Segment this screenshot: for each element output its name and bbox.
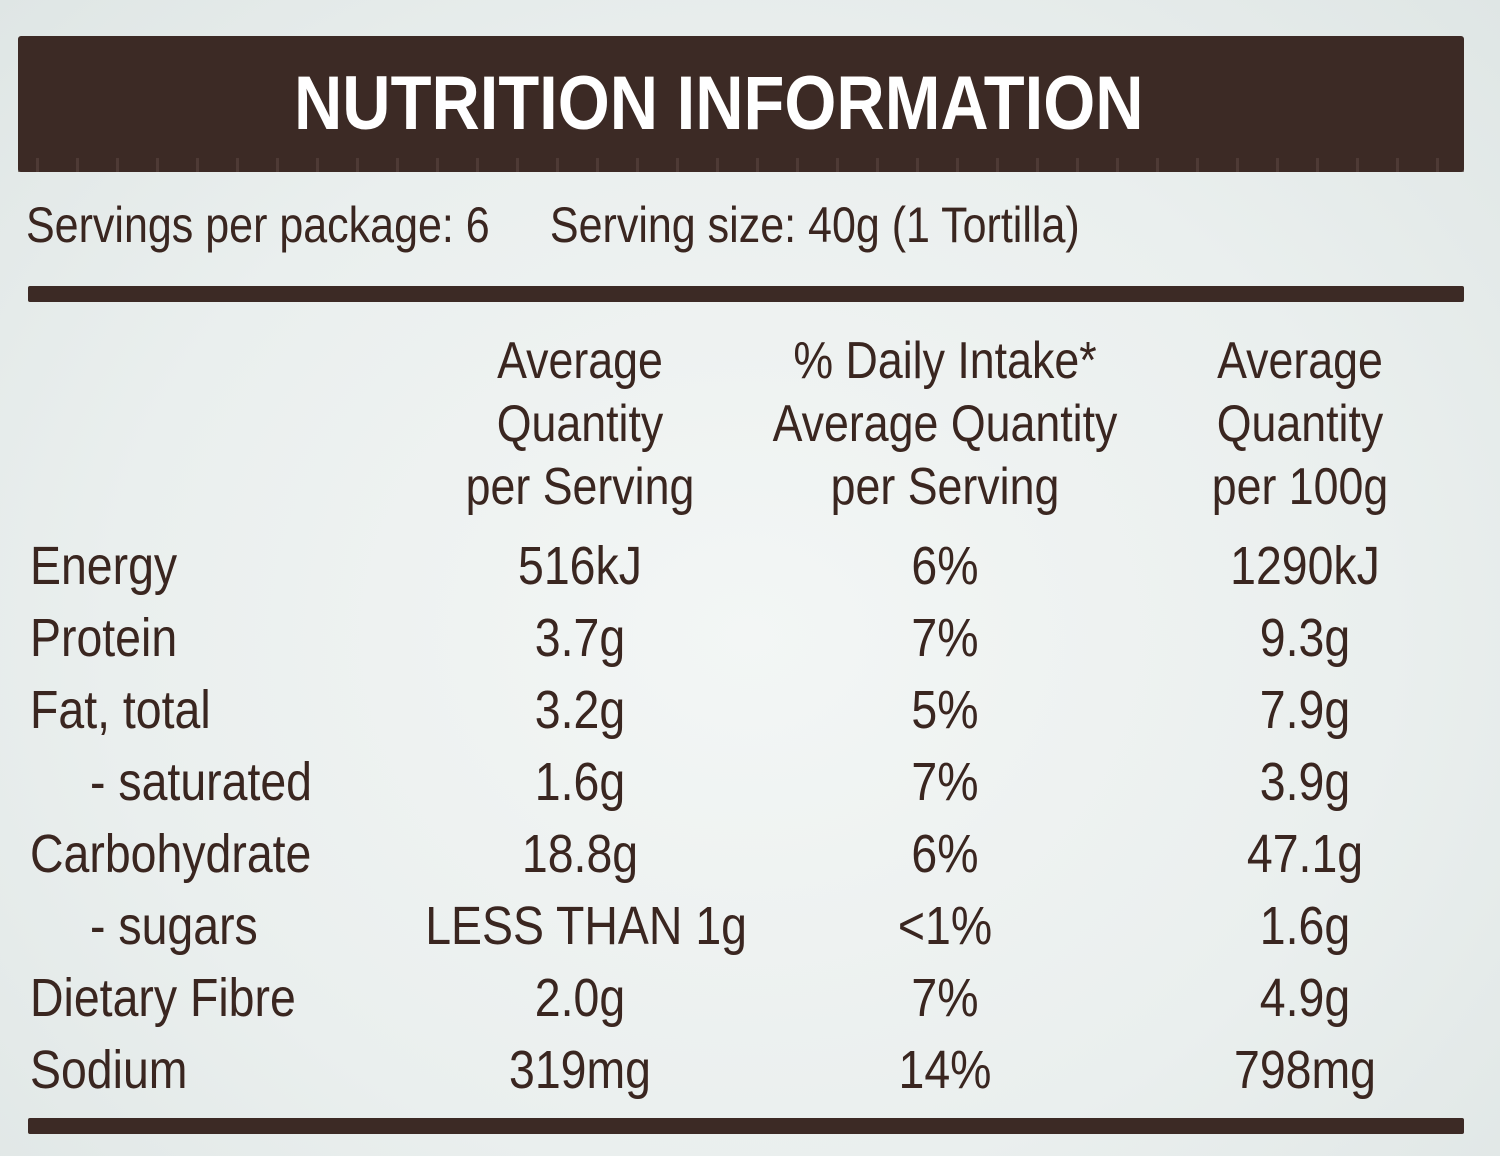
per-100g-value: 798mg — [1233, 1040, 1377, 1100]
column-header-per-100g: Average Quantity per 100g — [1150, 330, 1450, 519]
servings-per-package: Servings per package: 6 — [26, 197, 490, 253]
daily-intake-value: 14% — [898, 1040, 992, 1100]
daily-intake-value: 5% — [911, 680, 979, 740]
nutrient-label: - saturated — [90, 752, 313, 812]
nutrient-label: Carbohydrate — [30, 824, 312, 884]
per-serving-value: LESS THAN 1g — [425, 896, 748, 956]
daily-intake-value: 7% — [911, 608, 979, 668]
per-serving-value: 3.7g — [534, 608, 626, 668]
daily-intake-value: 6% — [911, 536, 979, 596]
column-header-line: per Serving — [465, 458, 695, 516]
daily-intake-value: 7% — [911, 752, 979, 812]
page-title: NUTRITION INFORMATION — [294, 61, 1144, 146]
per-100g-value: 9.3g — [1259, 608, 1351, 668]
column-header-line: Quantity — [1216, 395, 1384, 453]
per-serving-value: 2.0g — [534, 968, 626, 1028]
per-100g-value: 47.1g — [1246, 824, 1364, 884]
table-row: - saturated 1.6g 7% 3.9g — [0, 746, 1500, 818]
nutrient-label: Protein — [30, 608, 178, 668]
nutrient-label: - sugars — [90, 896, 258, 956]
per-serving-value: 516kJ — [518, 536, 642, 596]
per-100g-value: 7.9g — [1259, 680, 1351, 740]
daily-intake-value: 7% — [911, 968, 979, 1028]
table-row: Fat, total 3.2g 5% 7.9g — [0, 674, 1500, 746]
table-row: Sodium 319mg 14% 798mg — [0, 1034, 1500, 1106]
column-header-line: Quantity — [496, 395, 664, 453]
column-header-line: % Daily Intake* — [793, 332, 1097, 390]
column-header-line: Average Quantity — [772, 395, 1118, 453]
column-header-per-serving: Average Quantity per Serving — [400, 330, 760, 519]
nutrient-label: Dietary Fibre — [30, 968, 296, 1028]
table-row: Carbohydrate 18.8g 6% 47.1g — [0, 818, 1500, 890]
table-row: Protein 3.7g 7% 9.3g — [0, 602, 1500, 674]
serving-size: Serving size: 40g (1 Tortilla) — [549, 197, 1080, 253]
column-header-line: per 100g — [1211, 458, 1389, 516]
serving-info: Servings per package: 6 Serving size: 40g… — [26, 196, 1080, 254]
title-bar: NUTRITION INFORMATION — [18, 36, 1464, 172]
column-header-daily-intake: % Daily Intake* Average Quantity per Ser… — [730, 330, 1160, 519]
per-100g-value: 1290kJ — [1230, 536, 1380, 596]
per-serving-value: 319mg — [508, 1040, 652, 1100]
per-serving-value: 3.2g — [534, 680, 626, 740]
daily-intake-value: <1% — [897, 896, 993, 956]
per-100g-value: 3.9g — [1259, 752, 1351, 812]
top-divider — [28, 286, 1464, 302]
table-row: - sugars LESS THAN 1g <1% 1.6g — [0, 890, 1500, 962]
bottom-divider — [28, 1118, 1464, 1134]
nutrient-label: Sodium — [30, 1040, 188, 1100]
column-header-line: Average — [497, 332, 663, 390]
table-row: Energy 516kJ 6% 1290kJ — [0, 530, 1500, 602]
column-header-line: Average — [1217, 332, 1383, 390]
per-serving-value: 18.8g — [521, 824, 639, 884]
nutrient-label: Fat, total — [30, 680, 211, 740]
per-100g-value: 4.9g — [1259, 968, 1351, 1028]
nutrient-label: Energy — [30, 536, 178, 596]
per-serving-value: 1.6g — [534, 752, 626, 812]
table-row: Dietary Fibre 2.0g 7% 4.9g — [0, 962, 1500, 1034]
per-100g-value: 1.6g — [1259, 896, 1351, 956]
column-header-line: per Serving — [830, 458, 1060, 516]
daily-intake-value: 6% — [911, 824, 979, 884]
